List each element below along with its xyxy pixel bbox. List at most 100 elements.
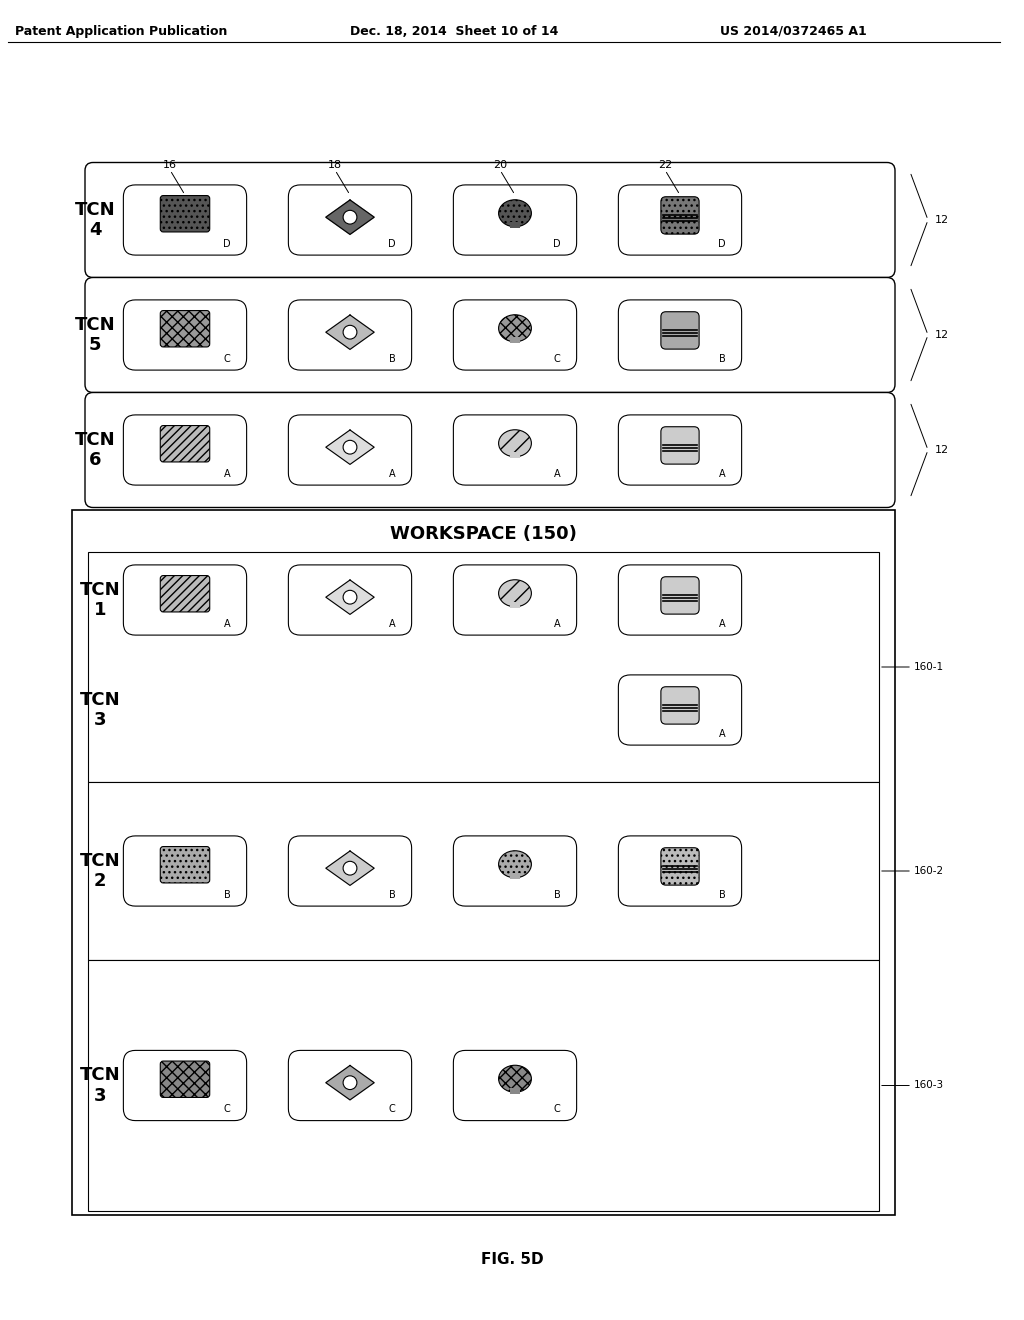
Text: B: B: [388, 354, 395, 364]
FancyBboxPatch shape: [618, 836, 741, 906]
Polygon shape: [326, 851, 374, 886]
FancyBboxPatch shape: [660, 686, 699, 725]
FancyBboxPatch shape: [123, 185, 247, 255]
Polygon shape: [326, 430, 374, 465]
Text: C: C: [554, 354, 560, 364]
Text: 160-1: 160-1: [914, 663, 944, 672]
Text: A: A: [554, 619, 560, 628]
Ellipse shape: [499, 199, 531, 227]
Text: B: B: [223, 890, 230, 900]
Text: A: A: [719, 619, 725, 628]
FancyBboxPatch shape: [289, 565, 412, 635]
FancyBboxPatch shape: [85, 392, 895, 507]
Text: WORKSPACE (150): WORKSPACE (150): [390, 525, 577, 543]
FancyBboxPatch shape: [454, 414, 577, 486]
FancyBboxPatch shape: [88, 552, 879, 781]
Text: 22: 22: [657, 160, 672, 170]
FancyBboxPatch shape: [289, 185, 412, 255]
FancyBboxPatch shape: [161, 846, 210, 883]
FancyBboxPatch shape: [72, 510, 895, 1214]
Text: A: A: [223, 469, 230, 479]
Ellipse shape: [499, 851, 531, 878]
FancyBboxPatch shape: [454, 836, 577, 906]
Text: A: A: [719, 729, 725, 739]
Text: A: A: [223, 619, 230, 628]
Text: 20: 20: [493, 160, 507, 170]
FancyBboxPatch shape: [660, 426, 699, 465]
Ellipse shape: [499, 1065, 531, 1092]
FancyBboxPatch shape: [510, 1088, 520, 1093]
Ellipse shape: [343, 862, 357, 875]
Text: C: C: [223, 1105, 230, 1114]
Text: C: C: [223, 354, 230, 364]
Text: 12: 12: [935, 215, 949, 224]
FancyBboxPatch shape: [510, 453, 520, 458]
Text: B: B: [554, 890, 560, 900]
Text: A: A: [388, 469, 395, 479]
Ellipse shape: [343, 210, 357, 224]
FancyBboxPatch shape: [660, 847, 699, 886]
Text: TCN
2: TCN 2: [80, 851, 120, 891]
FancyBboxPatch shape: [510, 337, 520, 343]
Text: TCN
5: TCN 5: [75, 315, 116, 354]
FancyBboxPatch shape: [618, 565, 741, 635]
Ellipse shape: [343, 590, 357, 605]
FancyBboxPatch shape: [123, 836, 247, 906]
FancyBboxPatch shape: [454, 565, 577, 635]
FancyBboxPatch shape: [289, 836, 412, 906]
Polygon shape: [326, 1065, 374, 1100]
FancyBboxPatch shape: [85, 162, 895, 277]
FancyBboxPatch shape: [454, 185, 577, 255]
Text: B: B: [719, 354, 725, 364]
FancyBboxPatch shape: [161, 310, 210, 347]
FancyBboxPatch shape: [660, 197, 699, 234]
FancyBboxPatch shape: [88, 960, 879, 1210]
FancyBboxPatch shape: [510, 222, 520, 228]
Text: A: A: [719, 469, 725, 479]
Text: B: B: [388, 890, 395, 900]
FancyBboxPatch shape: [510, 602, 520, 609]
FancyBboxPatch shape: [454, 300, 577, 370]
Text: C: C: [388, 1105, 395, 1114]
FancyBboxPatch shape: [660, 577, 699, 614]
FancyBboxPatch shape: [161, 576, 210, 612]
Text: B: B: [719, 890, 725, 900]
Text: A: A: [554, 469, 560, 479]
Text: 160-2: 160-2: [914, 866, 944, 876]
Text: TCN
4: TCN 4: [75, 201, 116, 239]
Text: D: D: [553, 239, 561, 249]
Text: 16: 16: [163, 160, 177, 170]
Ellipse shape: [343, 325, 357, 339]
Text: US 2014/0372465 A1: US 2014/0372465 A1: [720, 25, 866, 38]
Ellipse shape: [343, 1076, 357, 1089]
FancyBboxPatch shape: [123, 565, 247, 635]
Text: 12: 12: [935, 445, 949, 455]
FancyBboxPatch shape: [88, 781, 879, 960]
Text: D: D: [388, 239, 395, 249]
FancyBboxPatch shape: [85, 277, 895, 392]
Polygon shape: [326, 579, 374, 614]
Polygon shape: [326, 315, 374, 350]
FancyBboxPatch shape: [618, 414, 741, 486]
Text: TCN
3: TCN 3: [80, 690, 120, 730]
FancyBboxPatch shape: [161, 195, 210, 232]
Text: D: D: [718, 239, 726, 249]
Text: Patent Application Publication: Patent Application Publication: [15, 25, 227, 38]
FancyBboxPatch shape: [123, 300, 247, 370]
Polygon shape: [326, 201, 374, 235]
Text: D: D: [223, 239, 230, 249]
Ellipse shape: [343, 441, 357, 454]
FancyBboxPatch shape: [161, 1061, 210, 1097]
FancyBboxPatch shape: [123, 414, 247, 486]
FancyBboxPatch shape: [618, 185, 741, 255]
FancyBboxPatch shape: [289, 414, 412, 486]
FancyBboxPatch shape: [123, 1051, 247, 1121]
Text: TCN
1: TCN 1: [80, 581, 120, 619]
FancyBboxPatch shape: [161, 425, 210, 462]
Text: A: A: [388, 619, 395, 628]
Text: TCN
3: TCN 3: [80, 1067, 120, 1105]
FancyBboxPatch shape: [289, 1051, 412, 1121]
FancyBboxPatch shape: [454, 1051, 577, 1121]
Text: C: C: [554, 1105, 560, 1114]
FancyBboxPatch shape: [660, 312, 699, 348]
